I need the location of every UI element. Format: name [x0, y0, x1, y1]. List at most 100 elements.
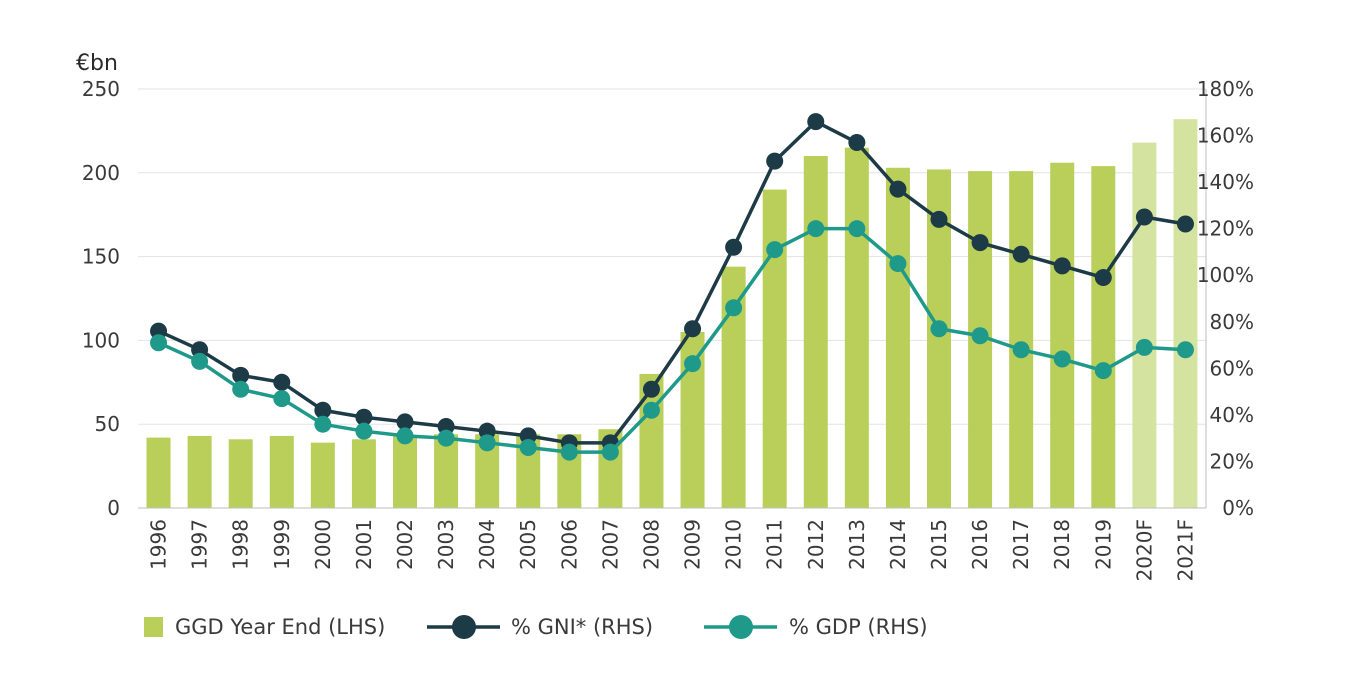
right-tick-label: 0%: [1222, 496, 1254, 520]
bar: [351, 439, 376, 508]
series-point: [437, 429, 455, 447]
series-point: [1053, 257, 1071, 275]
x-tick-label: 1997: [188, 519, 212, 570]
series-point: [150, 334, 168, 352]
x-tick-label: 1998: [229, 519, 253, 570]
bar: [1050, 162, 1075, 508]
series-point: [1012, 245, 1030, 263]
series-point: [191, 352, 209, 370]
series-point: [1094, 269, 1112, 287]
legend-label: GGD Year End (LHS): [175, 615, 385, 639]
series-point: [1176, 341, 1194, 359]
series-point: [889, 180, 907, 198]
legend-marker: [729, 615, 753, 639]
series-point: [766, 152, 784, 170]
series-point: [355, 408, 373, 426]
bar: [1009, 171, 1034, 508]
series-point: [396, 427, 414, 445]
x-tick-label: 1999: [270, 519, 294, 570]
x-tick-label: 2012: [804, 519, 828, 570]
x-tick-label: 2009: [681, 519, 705, 570]
bar: [1173, 119, 1198, 508]
bar: [146, 437, 171, 508]
x-tick-label: 2000: [311, 519, 335, 570]
bar: [844, 147, 869, 508]
series-point: [519, 438, 537, 456]
bar: [762, 189, 787, 508]
x-tick-label: 2007: [598, 519, 622, 570]
right-tick-label: 120%: [1197, 217, 1254, 241]
series-point: [766, 241, 784, 259]
series-point: [848, 220, 866, 238]
legend-swatch: [144, 617, 163, 637]
series-point: [232, 366, 250, 384]
series-point: [971, 327, 989, 345]
x-tick-label: 1996: [147, 519, 171, 570]
series-point: [725, 238, 743, 256]
series-point: [1176, 215, 1194, 233]
legend-label: % GNI* (RHS): [511, 615, 653, 639]
right-tick-label: 80%: [1210, 310, 1254, 334]
series-point: [1053, 350, 1071, 368]
series-point: [232, 380, 250, 398]
series-point: [642, 380, 660, 398]
bar: [310, 442, 335, 508]
x-tick-label: 2015: [927, 519, 951, 570]
x-tick-label: 2006: [557, 519, 581, 570]
right-tick-label: 180%: [1197, 77, 1254, 101]
series-point: [355, 422, 373, 440]
series-point: [273, 390, 291, 408]
left-axis-unit: €bn: [76, 51, 118, 76]
x-tick-label: 2003: [434, 519, 458, 570]
bar: [393, 435, 417, 508]
right-tick-label: 160%: [1197, 124, 1254, 148]
x-axis-ticks: 1996 1997 1998 1999 2000 2001 2002 2003 2004 2005…: [147, 519, 1198, 581]
series-point: [191, 341, 209, 359]
right-tick-label: 140%: [1197, 170, 1254, 194]
x-tick-label: 2005: [516, 519, 540, 570]
right-tick-label: 100%: [1197, 263, 1254, 287]
series-point: [314, 401, 332, 419]
left-tick-label: 200: [82, 161, 120, 185]
series-point: [437, 418, 455, 436]
series-point: [684, 320, 702, 338]
left-tick-label: 100: [82, 328, 120, 352]
right-tick-label: 20%: [1210, 449, 1254, 473]
series-point: [1012, 341, 1030, 359]
left-tick-label: 0: [107, 496, 120, 520]
bar: [885, 167, 910, 508]
x-tick-label: 2018: [1050, 519, 1074, 570]
x-tick-label: 2002: [393, 519, 417, 570]
bar: [1132, 142, 1157, 508]
line-series: [150, 113, 1194, 461]
gridlines: [138, 88, 1206, 425]
x-tick-label: 2020F: [1132, 519, 1156, 581]
x-tick-label: 2021F: [1173, 519, 1197, 581]
bar: [1091, 166, 1116, 508]
bar: [269, 435, 294, 508]
axes: [138, 89, 1207, 509]
series-point: [396, 413, 414, 431]
x-tick-label: 2010: [722, 519, 746, 570]
bar: [803, 156, 828, 509]
left-axis-ticks: 0 50 100 150 200 250: [82, 77, 120, 520]
series-point: [807, 220, 825, 238]
series-point: [725, 299, 743, 317]
series-point: [930, 210, 948, 228]
x-tick-label: 2013: [845, 519, 869, 570]
right-axis-ticks: 0% 20% 40% 60% 80% 100% 120% 140% 160% 180%: [1197, 77, 1254, 520]
series-point: [519, 427, 537, 445]
series-point: [1135, 208, 1153, 226]
x-tick-label: 2016: [968, 519, 992, 570]
series-point: [1135, 338, 1153, 356]
series-point: [889, 255, 907, 273]
series-point: [807, 113, 825, 131]
series-point: [478, 422, 496, 440]
x-tick-label: 2011: [763, 519, 787, 570]
series-point: [478, 434, 496, 452]
legend-marker: [452, 615, 476, 639]
series-point: [930, 320, 948, 338]
bar-series: [146, 119, 1198, 509]
series-point: [560, 443, 578, 461]
series-point: [314, 415, 332, 433]
